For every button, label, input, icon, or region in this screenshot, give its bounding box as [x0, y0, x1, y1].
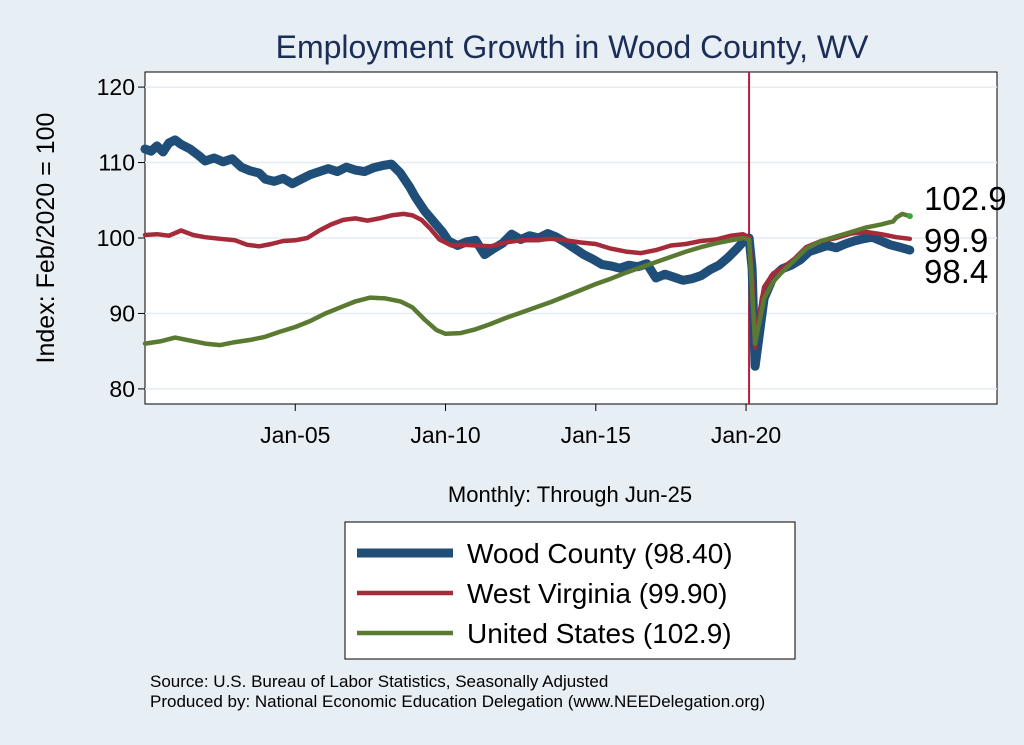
series-layer	[140, 135, 915, 371]
end-value-label: 98.4	[924, 253, 988, 290]
series-line-1	[142, 211, 913, 350]
x-tick-label: Jan-10	[410, 422, 480, 448]
x-axis-label: Monthly: Through Jun-25	[448, 482, 692, 507]
end-label-layer: 102.9 99.998.4	[924, 180, 1007, 290]
legend-box	[344, 521, 796, 660]
series-end-marker	[906, 213, 913, 220]
end-value-label: 102.9	[924, 180, 1007, 217]
legend-label: Wood County (98.40)	[467, 538, 733, 569]
y-tick-label: 90	[109, 300, 135, 326]
legend-label: West Virginia (99.90)	[467, 578, 727, 609]
end-value-label: 99.9	[924, 222, 988, 259]
x-tick-label: Jan-20	[711, 422, 781, 448]
x-tick-label: Jan-15	[561, 422, 631, 448]
producer-note: Produced by: National Economic Education…	[150, 692, 766, 711]
chart-title: Employment Growth in Wood County, WV	[276, 29, 869, 65]
legend-label: United States (102.9)	[467, 618, 732, 649]
y-tick-label: 120	[97, 74, 135, 100]
y-tick-label: 100	[97, 225, 135, 251]
y-tick-label: 110	[98, 150, 135, 176]
series-line-2	[142, 211, 913, 348]
source-note: Source: U.S. Bureau of Labor Statistics,…	[150, 672, 609, 691]
y-axis-label: Index: Feb/2020 = 100	[32, 113, 60, 364]
axis-layer: 80 90 100 110 120 Jan-05 Jan-10 Jan-15 Jan-20	[97, 74, 782, 448]
y-tick-label: 80	[109, 376, 135, 402]
x-tick-label: Jan-05	[260, 422, 330, 448]
legend: Wood County (98.40) West Virginia (99.90)…	[357, 538, 733, 649]
